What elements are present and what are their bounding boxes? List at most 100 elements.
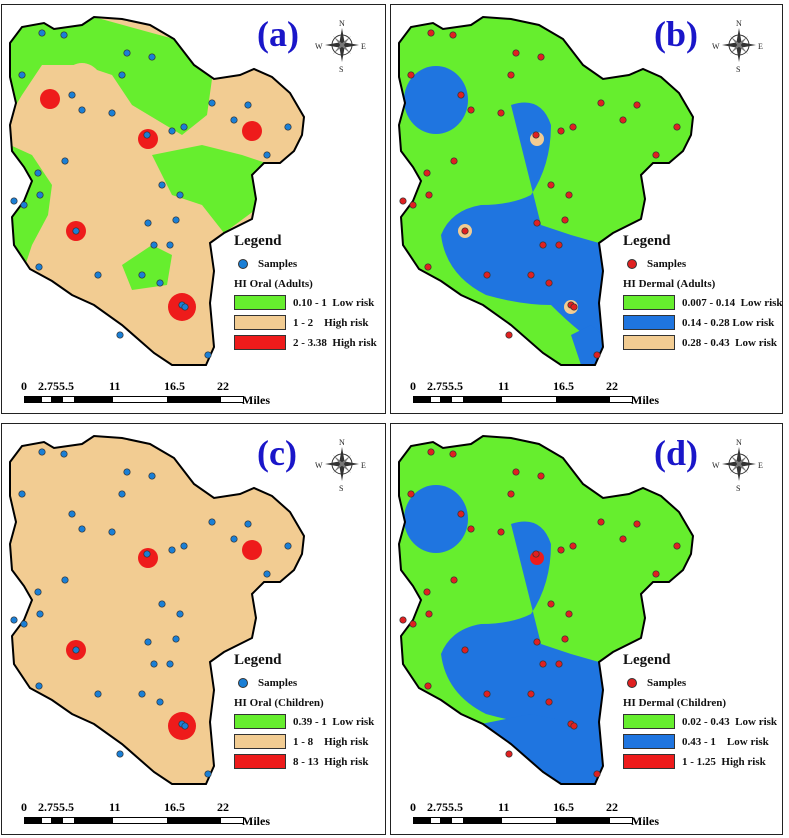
compass-n-label: N: [339, 438, 345, 447]
scale-tick-label: 11: [498, 800, 510, 814]
sample-point: [60, 450, 68, 458]
sample-point: [424, 682, 432, 690]
legend-class-row: 0.02 - 0.43 Low risk: [623, 714, 777, 729]
map-legend: Legend Samples HI Oral (Children) 0.39 -…: [234, 652, 374, 774]
compass-w-label: W: [712, 42, 720, 51]
scale-bar: 0 2.75 5.5 11 16.5 22: [410, 379, 633, 403]
legend-swatch: [234, 734, 286, 749]
sample-point: [450, 576, 458, 584]
legend-class-label: 0.43 - 1 Low risk: [682, 735, 769, 748]
sample-point: [263, 570, 271, 578]
sample-point: [512, 49, 520, 57]
sample-point: [561, 216, 569, 224]
sample-point: [68, 91, 76, 99]
sample-point: [497, 528, 505, 536]
sample-point: [407, 71, 415, 79]
study-area-boundary: [8, 434, 306, 785]
scale-tick-label: 16.5: [553, 800, 574, 814]
sample-point: [633, 520, 641, 528]
scale-tick-label: 11: [109, 800, 121, 814]
compass-e-label: E: [758, 461, 763, 470]
legend-samples-entry: Samples: [627, 677, 777, 689]
compass-s-label: S: [339, 65, 343, 74]
sample-dot-icon: [627, 678, 637, 688]
hotspot: [138, 129, 158, 149]
sample-point: [652, 151, 660, 159]
scale-bar: 0 2.75 5.5 11 16.5 22: [21, 800, 244, 824]
sample-point: [555, 660, 563, 668]
scale-tick-label: 0: [21, 379, 27, 393]
study-area: [10, 436, 304, 784]
sample-point: [427, 448, 435, 456]
sample-point: [168, 546, 176, 554]
scale-bar: 0 2.75 5.5 11 16.5 22: [410, 800, 633, 824]
sample-point: [399, 616, 407, 624]
sample-point: [423, 588, 431, 596]
compass-s-label: S: [736, 484, 740, 493]
sample-point: [181, 722, 189, 730]
sample-point: [263, 151, 271, 159]
legend-class-row: 1 - 1.25 High risk: [623, 754, 777, 769]
sample-point: [505, 750, 513, 758]
legend-class-row: 8 - 13 High risk: [234, 754, 374, 769]
sample-point: [20, 201, 28, 209]
sample-point: [505, 331, 513, 339]
compass-w-label: W: [712, 461, 720, 470]
scale-tick-label: 11: [109, 379, 121, 393]
sample-point: [507, 71, 515, 79]
sample-point: [633, 101, 641, 109]
study-area-boundary: [397, 434, 695, 785]
panel-letter: (b): [654, 14, 698, 54]
sample-point: [532, 550, 540, 558]
panel-letter: (a): [257, 14, 299, 54]
sample-point: [36, 610, 44, 618]
sample-point: [597, 518, 605, 526]
sample-point: [148, 53, 156, 61]
sample-point: [569, 542, 577, 550]
sample-point: [38, 448, 46, 456]
legend-class-label: 0.10 - 1 Low risk: [293, 296, 375, 309]
legend-class-label: 0.007 - 0.14 Low risk: [682, 296, 783, 309]
compass-n-label: N: [736, 19, 742, 28]
sample-dot-icon: [238, 678, 248, 688]
sample-point: [533, 219, 541, 227]
sample-point: [168, 127, 176, 135]
scale-tick-label: 22: [217, 379, 229, 393]
sample-point: [652, 570, 660, 578]
sample-point: [450, 157, 458, 165]
sample-point: [449, 450, 457, 458]
legend-class-label: 8 - 13 High risk: [293, 755, 369, 768]
scale-tick-label: 2.75: [38, 800, 59, 814]
sample-dot-icon: [627, 259, 637, 269]
map-panel-b: N S E W (b) Legend Samples HI Dermal (Adults…: [390, 4, 783, 414]
sample-point: [158, 181, 166, 189]
scale-unit-label: Miles: [242, 393, 270, 407]
layer-title: HI Dermal (Adults): [623, 278, 716, 290]
sample-point: [570, 303, 578, 311]
legend-title: Legend: [234, 652, 282, 668]
sample-point: [116, 750, 124, 758]
legend-swatch: [234, 335, 286, 350]
north-arrow-icon: N S E W: [315, 438, 366, 493]
compass-s-label: S: [736, 65, 740, 74]
sample-point: [557, 546, 565, 554]
sample-point: [118, 490, 126, 498]
legend-samples-entry: Samples: [238, 677, 374, 689]
legend-class-label: 0.39 - 1 Low risk: [293, 715, 375, 728]
sample-point: [34, 588, 42, 596]
study-area-boundary: [397, 15, 695, 366]
legend-title: Legend: [623, 652, 671, 668]
sample-point: [497, 109, 505, 117]
scale-tick-label: 2.75: [427, 379, 448, 393]
scale-bar: 0 2.75 5.5 11 16.5 22: [21, 379, 244, 403]
sample-point: [461, 646, 469, 654]
legend-class-label: 2 - 3.38 High risk: [293, 336, 377, 349]
legend-class-row: 0.007 - 0.14 Low risk: [623, 295, 783, 310]
layer-title: HI Dermal (Children): [623, 697, 727, 709]
sample-point: [172, 635, 180, 643]
sample-point: [68, 510, 76, 518]
sample-point: [512, 468, 520, 476]
sample-point: [230, 116, 238, 124]
legend-swatch: [623, 335, 675, 350]
map-panel-c: N S E W (c) Legend Samples HI Oral (Children…: [1, 423, 386, 835]
